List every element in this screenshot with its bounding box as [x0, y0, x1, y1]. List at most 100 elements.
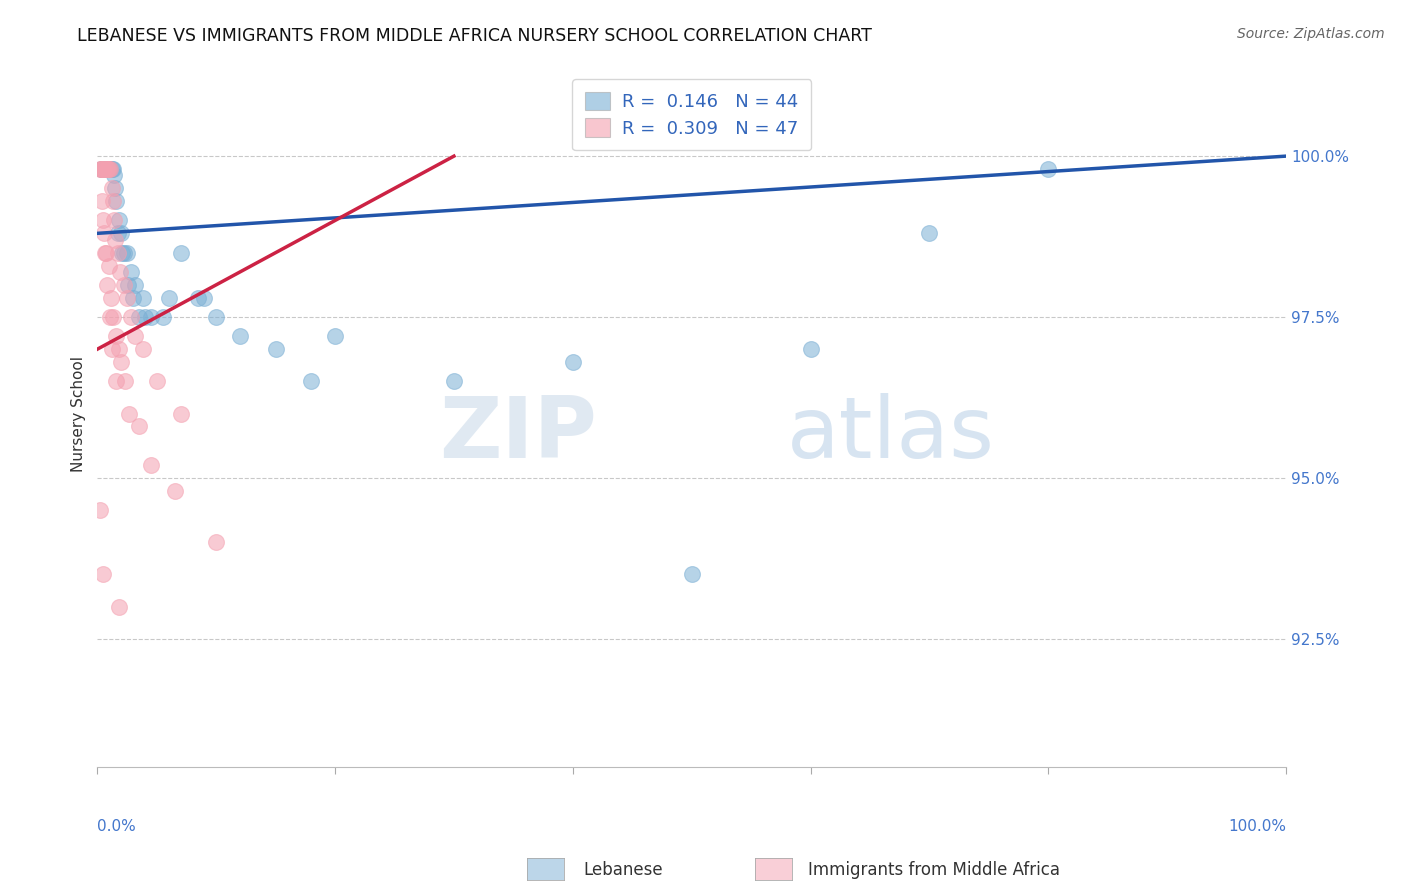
Point: [205, 310, 228, 324]
Point: [103, 169, 125, 183]
Point: [264, 342, 287, 356]
Text: 0.0%: 0.0%: [97, 819, 136, 834]
Point: [918, 227, 941, 241]
Point: [100, 291, 122, 305]
Point: [91, 213, 114, 227]
Point: [169, 407, 191, 421]
Point: [107, 227, 129, 241]
Point: [94, 245, 117, 260]
Text: Source: ZipAtlas.com: Source: ZipAtlas.com: [1237, 27, 1385, 41]
Point: [443, 375, 465, 389]
Point: [96, 161, 118, 176]
Point: [97, 161, 120, 176]
Point: [111, 245, 134, 260]
Point: [124, 277, 146, 292]
Point: [90, 194, 112, 209]
Text: 100.0%: 100.0%: [1227, 819, 1286, 834]
Point: [118, 407, 141, 421]
Text: Immigrants from Middle Africa: Immigrants from Middle Africa: [808, 861, 1060, 879]
Point: [115, 245, 138, 260]
Point: [91, 567, 114, 582]
Text: ZIP: ZIP: [439, 393, 596, 476]
Point: [131, 342, 153, 356]
Point: [93, 161, 115, 176]
Point: [146, 375, 169, 389]
Point: [152, 310, 174, 324]
Point: [97, 259, 120, 273]
Point: [105, 329, 128, 343]
Point: [100, 161, 122, 176]
Point: [205, 535, 228, 549]
Text: Lebanese: Lebanese: [583, 861, 664, 879]
Point: [93, 227, 115, 241]
Y-axis label: Nursery School: Nursery School: [72, 356, 86, 472]
Point: [97, 161, 120, 176]
Point: [93, 161, 115, 176]
Point: [98, 161, 121, 176]
Point: [110, 227, 132, 241]
Point: [187, 291, 209, 305]
Point: [112, 277, 135, 292]
Point: [107, 599, 129, 614]
Point: [90, 161, 112, 176]
Point: [91, 161, 114, 176]
Legend: R =  0.146   N = 44, R =  0.309   N = 47: R = 0.146 N = 44, R = 0.309 N = 47: [572, 79, 811, 151]
Point: [128, 310, 150, 324]
Point: [120, 265, 142, 279]
Point: [91, 161, 114, 176]
Point: [90, 161, 112, 176]
Point: [89, 161, 111, 176]
Point: [103, 213, 125, 227]
Point: [91, 161, 114, 176]
Point: [299, 375, 322, 389]
Point: [100, 161, 122, 176]
Point: [163, 483, 186, 498]
Point: [131, 291, 153, 305]
Text: atlas: atlas: [787, 393, 994, 476]
Point: [98, 310, 121, 324]
Point: [112, 245, 135, 260]
Point: [91, 161, 114, 176]
Point: [139, 458, 162, 472]
Point: [114, 375, 136, 389]
Point: [120, 310, 142, 324]
Point: [96, 161, 118, 176]
Point: [115, 291, 138, 305]
Point: [124, 329, 146, 343]
Point: [107, 342, 129, 356]
Point: [122, 291, 145, 305]
Point: [169, 245, 191, 260]
Point: [104, 181, 127, 195]
Point: [104, 375, 127, 389]
Point: [96, 277, 118, 292]
Point: [105, 194, 128, 209]
Point: [101, 194, 124, 209]
Point: [100, 161, 122, 176]
Point: [561, 355, 583, 369]
Point: [103, 310, 125, 324]
Point: [101, 161, 124, 176]
Point: [1038, 161, 1060, 176]
Point: [157, 291, 180, 305]
Point: [229, 329, 252, 343]
Point: [110, 355, 132, 369]
Point: [94, 161, 117, 176]
Point: [323, 329, 346, 343]
Point: [134, 310, 156, 324]
Text: LEBANESE VS IMMIGRANTS FROM MIDDLE AFRICA NURSERY SCHOOL CORRELATION CHART: LEBANESE VS IMMIGRANTS FROM MIDDLE AFRIC…: [77, 27, 872, 45]
Point: [799, 342, 821, 356]
Point: [101, 342, 124, 356]
Point: [100, 181, 122, 195]
Point: [107, 213, 129, 227]
Point: [107, 245, 129, 260]
Point: [128, 419, 150, 434]
Point: [117, 277, 139, 292]
Point: [108, 265, 131, 279]
Point: [681, 567, 703, 582]
Point: [104, 233, 127, 247]
Point: [94, 161, 117, 176]
Point: [139, 310, 162, 324]
Point: [96, 245, 118, 260]
Point: [98, 161, 121, 176]
Point: [89, 503, 111, 517]
